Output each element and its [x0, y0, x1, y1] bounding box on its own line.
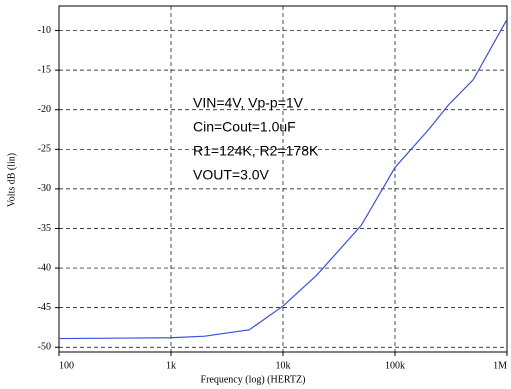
annotation: VOUT=3.0V [193, 167, 270, 183]
x-tick-label: 100 [59, 360, 74, 371]
x-tick-label: 1M [493, 360, 507, 371]
x-tick-label: 10k [276, 360, 291, 371]
annotation: Cin=Cout=1.0uF [193, 119, 296, 135]
y-tick-label: -20 [38, 104, 51, 115]
x-tick-label: 1k [166, 360, 176, 371]
x-tick-label: 100k [385, 360, 405, 371]
y-tick-label: -25 [38, 144, 51, 155]
y-tick-label: -30 [38, 183, 51, 194]
y-tick-label: -15 [38, 64, 51, 75]
y-tick-label: -10 [38, 25, 51, 36]
annotation: VIN=4V, Vp-p=1V [193, 95, 304, 111]
annotation: R1=124K, R2=178K [193, 143, 319, 159]
y-tick-label: -40 [38, 262, 51, 273]
y-axis-label: Volts dB (lin) [6, 153, 17, 207]
line-series [58, 19, 508, 340]
y-tick-label: -50 [38, 342, 51, 353]
y-tick-label: -45 [38, 302, 51, 313]
x-axis-label: Frequency (log) (HERTZ) [201, 374, 306, 385]
y-tick-label: -35 [38, 223, 51, 234]
